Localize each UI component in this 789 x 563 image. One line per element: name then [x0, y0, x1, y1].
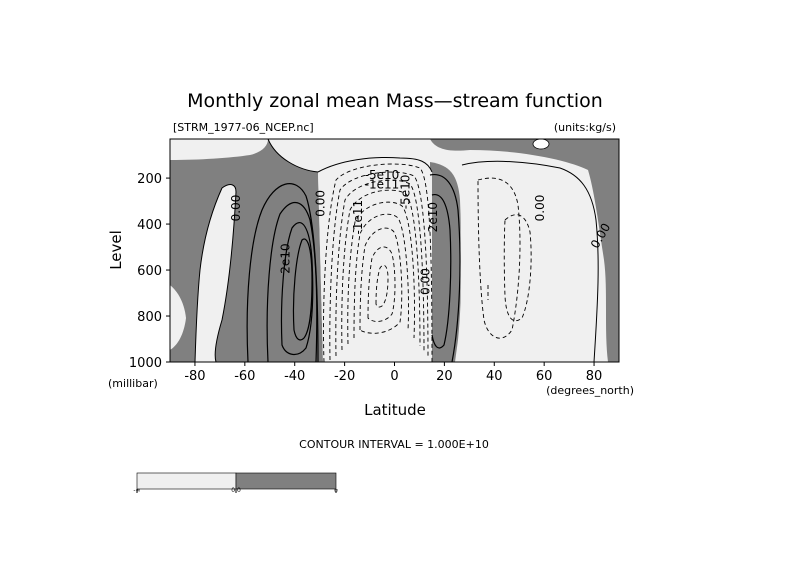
zero-contour-west: [267, 139, 319, 173]
contour-label: -5e10: [365, 168, 400, 182]
colorbar-label-right: ∞: [334, 487, 339, 494]
dashed-contour-6: [353, 213, 409, 339]
dashed-contour-8: [367, 246, 396, 322]
positive-region-west: [170, 139, 323, 362]
negative-contours-north: [477, 177, 532, 339]
contour-label: 0.00: [418, 268, 432, 295]
units-label: (units:kg/s): [554, 121, 616, 134]
source-file-label: [STRM_1977-06_NCEP.nc]: [173, 121, 314, 134]
contour-north-2: [431, 194, 452, 349]
negative-cell-hadley: [318, 157, 432, 362]
negative-cell-north: [460, 161, 599, 362]
x-axis-units: (degrees_north): [546, 384, 634, 397]
positive-contours-north: [429, 174, 461, 362]
contour-label: 2e10: [426, 202, 440, 232]
x-tick-label: 0: [390, 369, 398, 384]
contour-label: 2e10: [279, 243, 293, 273]
x-tick-label: -80: [184, 369, 205, 384]
colorbar-label-mid: 0.0: [231, 487, 241, 494]
dashed-contour-5: [347, 201, 415, 345]
colorbar: -∞ 0.0 ∞: [133, 472, 339, 494]
contour-interval-note: CONTOUR INTERVAL = 1.000E+10: [299, 438, 489, 451]
y-axis-label: Level: [107, 230, 125, 270]
zero-contour-north: [461, 160, 599, 362]
negative-tongue-west: [170, 139, 268, 160]
dashed-contour-3: [335, 179, 425, 357]
dashed-north-1: [477, 177, 521, 339]
dashed-contour-4: [341, 189, 421, 351]
colorbar-positive-swatch: [235, 472, 337, 490]
negative-island-west: [195, 184, 236, 362]
pole-cap-ellipse: [532, 139, 550, 150]
x-tick-label: 20: [436, 369, 453, 384]
y-tick-label: 400: [137, 218, 162, 233]
colorbar-label-left: -∞: [133, 487, 140, 494]
plot-area: [170, 139, 619, 362]
contour-label: 0.00: [229, 195, 243, 222]
positive-contours-south: [246, 183, 319, 362]
contour-label: -5e10: [398, 175, 412, 210]
x-axis-label: Latitude: [364, 401, 426, 419]
x-tick-label: 60: [536, 369, 553, 384]
y-tick-label: 800: [137, 310, 162, 325]
y-axis-units: (millibar): [108, 377, 158, 390]
zero-contour-hadley-edge: [317, 157, 433, 173]
contour-south-3: [280, 222, 314, 355]
negative-contours-hadley: [323, 163, 433, 362]
contour-label: -1e11: [351, 200, 365, 235]
x-axis: -80 -60 -40 -20 0 20 40 60 80: [184, 362, 602, 384]
contour-north-1: [429, 174, 461, 362]
y-tick-label: 200: [137, 172, 162, 187]
positive-region-ferrel-north: [430, 162, 462, 362]
contour-south-2: [266, 202, 318, 362]
zero-contours: [194, 139, 599, 362]
x-tick-label: -60: [234, 369, 255, 384]
dashed-north-2: [503, 214, 532, 322]
contour-label: 0.00: [533, 195, 547, 222]
y-axis: 200 400 600 800 1000: [129, 172, 170, 371]
dashed-contour-7: [359, 227, 403, 334]
dashed-contour-1: [323, 163, 433, 362]
contour-label: -1e11: [365, 177, 400, 191]
x-tick-label: 80: [586, 369, 603, 384]
x-tick-label: -40: [284, 369, 305, 384]
negative-island-sw: [170, 285, 186, 350]
x-tick-label: 40: [486, 369, 503, 384]
y-tick-label: 1000: [129, 356, 162, 371]
zero-contour-west-island: [194, 184, 237, 362]
contour-south-4: [292, 238, 313, 341]
colorbar-negative-swatch: [136, 472, 237, 490]
positive-region-ne-corner: [430, 139, 619, 362]
dashed-contour-2: [329, 171, 429, 361]
x-tick-label: -20: [334, 369, 355, 384]
dashed-contour-9: [375, 264, 389, 308]
contour-label: 0.00: [314, 190, 328, 217]
chart-title: Monthly zonal mean Mass—stream function: [187, 90, 603, 112]
y-tick-label: 600: [137, 264, 162, 279]
